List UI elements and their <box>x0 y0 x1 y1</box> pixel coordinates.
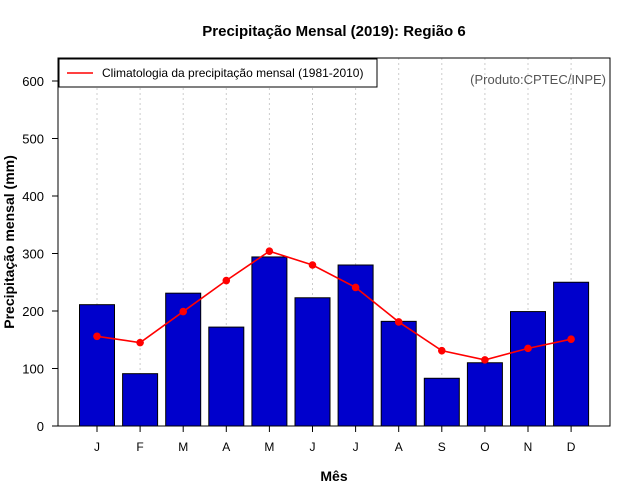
bar-10 <box>466 362 503 427</box>
plot-frame <box>57 57 611 427</box>
climatology-point-8 <box>394 318 403 326</box>
bar-8 <box>380 320 417 427</box>
bar-1 <box>79 304 115 427</box>
y-axis-label: Precipitação mensal (mm) <box>1 155 17 329</box>
climatology-point-12 <box>567 335 575 343</box>
legend: Climatologia da precipitação mensal (198… <box>58 58 378 88</box>
climatology-point-1 <box>93 332 101 341</box>
x-tick-label: J <box>310 440 316 454</box>
y-tick-label: 200 <box>22 304 44 319</box>
x-tick-label: F <box>136 440 143 454</box>
bar-2 <box>122 373 159 427</box>
climatology-line <box>96 250 572 361</box>
x-tick-label: A <box>222 440 230 454</box>
bar-5 <box>251 256 288 427</box>
chart-title: Precipitação Mensal (2019): Região 6 <box>202 23 465 40</box>
x-tick-label: J <box>353 440 359 454</box>
climatology-point-9 <box>438 346 446 355</box>
x-tick-label: D <box>567 440 576 454</box>
climatology-series <box>93 247 575 364</box>
x-tick-label: J <box>94 440 100 454</box>
climatology-point-4 <box>222 276 231 285</box>
climatology-point-10 <box>481 356 489 364</box>
y-tick-label: 500 <box>22 132 44 147</box>
x-tick-label: M <box>264 440 274 454</box>
source-annotation: (Produto:CPTEC/INPE) <box>470 72 606 87</box>
y-tick-label: 300 <box>22 247 44 262</box>
climatology-point-7 <box>351 283 360 292</box>
bar-4 <box>208 326 245 427</box>
y-tick-label: 0 <box>37 419 44 434</box>
x-tick-label: A <box>395 440 403 454</box>
x-tick-label: N <box>524 440 533 454</box>
bar-11 <box>510 311 546 427</box>
climatology-point-2 <box>136 338 144 347</box>
bar-series <box>79 256 590 427</box>
x-tick-label: S <box>438 440 446 454</box>
climatology-point-11 <box>524 344 532 353</box>
legend-box <box>58 58 378 88</box>
bar-9 <box>423 377 460 427</box>
y-tick-label: 100 <box>22 362 44 377</box>
bar-12 <box>553 281 590 427</box>
climatology-point-6 <box>308 261 317 269</box>
climatology-point-3 <box>179 307 187 316</box>
bar-6 <box>294 297 331 427</box>
x-tick-label: M <box>178 440 188 454</box>
x-axis-label: Mês <box>320 468 347 484</box>
x-tick-label: O <box>480 440 489 454</box>
y-axis: 0 100 200 300 400 500 600 <box>22 74 58 434</box>
y-tick-label: 600 <box>22 74 44 89</box>
y-tick-label: 400 <box>22 189 44 204</box>
legend-label: Climatologia da precipitação mensal (198… <box>102 66 363 80</box>
climatology-point-5 <box>265 247 274 255</box>
